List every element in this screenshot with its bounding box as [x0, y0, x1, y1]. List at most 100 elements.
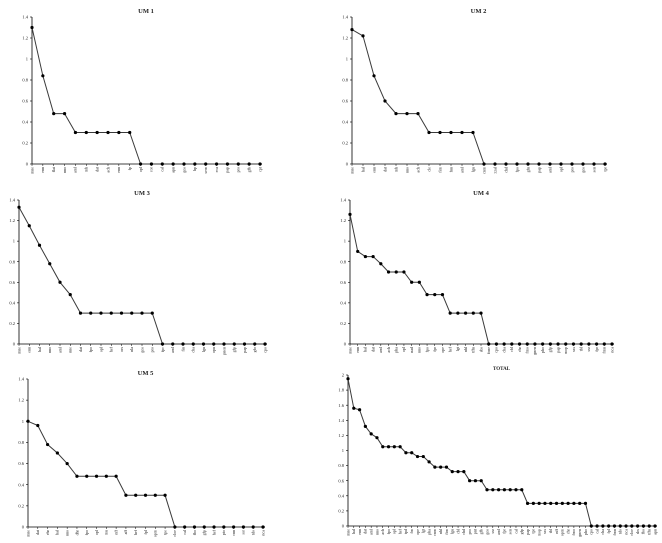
data-point: [548, 162, 552, 166]
chart-title: UM 4: [473, 190, 489, 197]
data-point: [610, 342, 614, 346]
x-tick-label: gfb: [479, 529, 484, 534]
data-point: [134, 493, 138, 497]
y-tick-label: 1: [346, 57, 348, 62]
x-tick-label: mu: [104, 530, 109, 535]
x-tick-label: ach: [380, 529, 385, 535]
data-point: [525, 342, 529, 346]
data-point: [386, 445, 391, 449]
data-point: [471, 130, 475, 135]
x-tick-label: pap: [536, 167, 541, 173]
data-point: [258, 162, 262, 166]
data-point: [603, 162, 607, 166]
x-tick-label: mne: [347, 347, 352, 354]
y-tick-label: 0.4: [22, 120, 28, 125]
x-tick-label: dat: [363, 528, 368, 534]
data-point: [182, 162, 186, 166]
x-tick-label: aml: [378, 346, 383, 353]
data-point: [402, 270, 406, 274]
x-tick-label: opl: [94, 529, 99, 535]
x-tick-label: ach: [415, 167, 420, 173]
x-tick-label: cal: [594, 528, 599, 534]
data-point: [48, 262, 52, 266]
x-tick-label: cha: [191, 347, 196, 353]
data-point: [181, 342, 185, 346]
y-tick-label: 0.8: [9, 259, 15, 264]
x-tick-label: hef: [447, 346, 452, 352]
data-point: [128, 130, 132, 135]
x-tick-label: fim: [444, 528, 449, 534]
data-point: [636, 524, 640, 528]
x-tick-label: enn: [40, 167, 45, 173]
x-tick-label: tbl: [578, 346, 583, 351]
data-point: [398, 445, 402, 449]
y-tick-label: 0: [26, 162, 29, 167]
data-point: [592, 162, 596, 166]
data-point: [541, 342, 545, 346]
x-tick-label: gfn: [525, 167, 530, 172]
data-point: [363, 424, 367, 428]
data-point: [386, 270, 391, 274]
x-tick-label: fnn: [448, 167, 453, 172]
x-tick-label: hp: [192, 167, 197, 171]
x-tick-label: chr: [517, 346, 522, 352]
y-tick-label: 0.6: [342, 99, 348, 104]
data-point: [463, 311, 468, 315]
y-tick-label: 1.8: [338, 388, 344, 393]
data-point: [30, 25, 34, 30]
x-tick-label: pap: [225, 167, 230, 173]
data-point: [45, 442, 50, 447]
x-tick-label: cbl: [509, 346, 514, 352]
y-tick-label: 1.2: [9, 218, 15, 223]
data-point: [140, 311, 144, 315]
y-tick-label: 1.4: [340, 198, 346, 203]
x-tick-label: fpo: [514, 167, 519, 172]
x-tick-label: aml: [496, 528, 501, 535]
data-point: [114, 474, 118, 478]
data-point: [515, 162, 519, 166]
data-point: [612, 524, 617, 528]
data-point: [578, 501, 582, 505]
data-point: [449, 130, 453, 135]
x-tick-label: fp: [127, 167, 132, 170]
x-tick-label: opl: [98, 346, 103, 352]
data-point: [410, 280, 414, 284]
x-tick-label: gos: [139, 347, 144, 353]
data-point: [153, 493, 157, 497]
x-tick-label: enn: [357, 529, 362, 535]
data-point: [564, 342, 568, 346]
x-tick-label: aml: [459, 166, 464, 173]
y-tick-label: 0.2: [18, 503, 24, 508]
chart-title: UM 3: [134, 190, 150, 197]
x-tick-label: gos: [484, 529, 489, 535]
data-point: [58, 280, 62, 284]
x-tick-label: pap: [242, 347, 247, 353]
x-tick-label: fpl: [606, 528, 611, 533]
x-tick-label: aml: [547, 166, 552, 173]
data-point: [533, 342, 537, 346]
data-point: [526, 162, 530, 166]
x-tick-label: dat: [382, 166, 387, 172]
data-point: [468, 479, 472, 483]
x-tick-label: hal: [351, 528, 356, 534]
y-tick-label: 0.4: [338, 493, 344, 498]
y-tick-label: 1.4: [22, 15, 28, 20]
x-tick-label: nff: [554, 528, 559, 533]
data-point: [193, 162, 197, 166]
data-point: [502, 488, 506, 492]
x-tick-label: nad: [409, 347, 414, 353]
x-tick-label: aff: [123, 529, 128, 534]
data-point: [630, 524, 634, 528]
data-point: [383, 99, 387, 103]
y-tick-label: 0.8: [22, 78, 28, 83]
data-point: [192, 525, 197, 529]
x-tick-label: sem: [203, 166, 208, 173]
x-tick-label: nno: [417, 347, 422, 353]
x-tick-label: nla: [129, 347, 134, 352]
x-tick-label: sbs: [478, 347, 483, 353]
data-point: [404, 451, 408, 455]
chart-title: UM 5: [138, 370, 154, 377]
x-tick-label: enn: [116, 167, 121, 173]
data-point: [232, 342, 236, 346]
